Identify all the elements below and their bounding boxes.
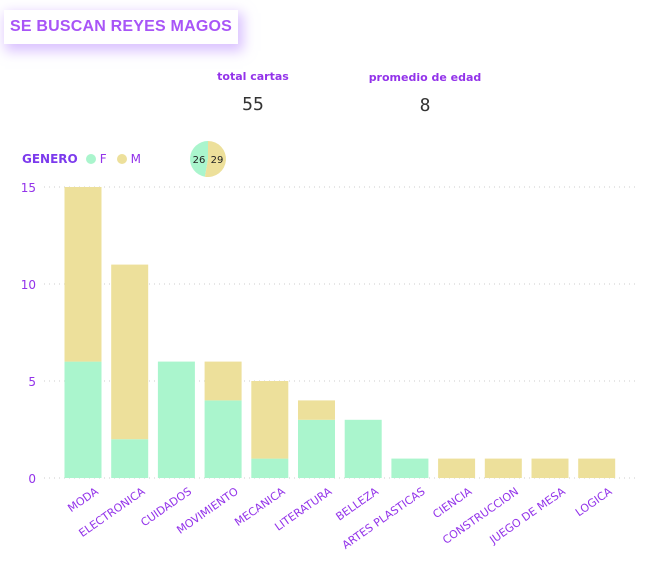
bar-m-ciencia[interactable]	[438, 458, 476, 478]
bar-f-belleza[interactable]	[344, 419, 382, 478]
legend-label-m: M	[130, 152, 141, 166]
title-card: SE BUSCAN REYES MAGOS	[4, 10, 238, 44]
bar-f-artes-plasticas[interactable]	[391, 458, 429, 478]
bars	[64, 187, 616, 478]
kpi-label: promedio de edad	[368, 71, 482, 84]
bar-m-literatura[interactable]	[298, 400, 335, 420]
bar-m-logica[interactable]	[578, 458, 616, 478]
pie-label-m: 29	[211, 155, 224, 166]
grid-lines	[44, 186, 636, 479]
y-tick-label: 0	[28, 472, 36, 486]
y-axis-ticks: 0 5 10 15	[21, 181, 36, 486]
x-tick-label: JUEGO DE MESA	[487, 485, 569, 548]
bar-f-moda[interactable]	[64, 361, 102, 478]
pie-slice-m[interactable]	[204, 141, 226, 177]
legend-item-m[interactable]: M	[116, 152, 141, 166]
legend-label-f: F	[99, 152, 107, 166]
legend-item-f[interactable]: F	[85, 152, 107, 166]
x-tick-label: ARTES PLASTICAS	[340, 485, 428, 552]
kpi-total-cartas: total cartas 55	[200, 70, 306, 115]
kpi-value: 8	[419, 95, 431, 116]
kpi-promedio-edad: promedio de edad 8	[360, 71, 490, 116]
bar-m-electronica[interactable]	[111, 264, 149, 440]
bar-f-cuidados[interactable]	[157, 361, 195, 478]
y-tick-label: 5	[28, 375, 36, 389]
x-tick-label: LOGICA	[573, 485, 615, 520]
x-tick-label: MODA	[65, 485, 101, 515]
legend-title: GENERO	[22, 152, 78, 166]
bar-f-literatura[interactable]	[298, 419, 335, 478]
y-tick-label: 10	[21, 278, 36, 292]
bar-f-mecanica[interactable]	[251, 458, 289, 478]
bar-m-mecanica[interactable]	[251, 381, 289, 459]
bar-m-construccion[interactable]	[484, 458, 522, 478]
chart-legend: GENERO F M	[22, 152, 151, 166]
x-axis-ticks: MODAELECTRONICACUIDADOSMOVIMIENTOMECANIC…	[65, 485, 614, 552]
kpi-value: 55	[242, 94, 264, 115]
y-tick-label: 15	[21, 181, 36, 195]
bar-f-movimiento[interactable]	[204, 400, 242, 478]
legend-dot-m	[116, 154, 127, 164]
pie-slice-f[interactable]	[189, 141, 208, 177]
page-title: SE BUSCAN REYES MAGOS	[9, 18, 232, 35]
bar-m-juego-de-mesa[interactable]	[531, 458, 569, 478]
bar-f-electronica[interactable]	[111, 439, 149, 478]
bar-m-movimiento[interactable]	[204, 361, 242, 401]
legend-dot-f	[85, 154, 96, 164]
bar-m-moda[interactable]	[64, 187, 102, 362]
kpi-label: total cartas	[217, 70, 289, 83]
pie-chart: 26 29	[189, 141, 226, 177]
pie-label-f: 26	[193, 155, 206, 166]
